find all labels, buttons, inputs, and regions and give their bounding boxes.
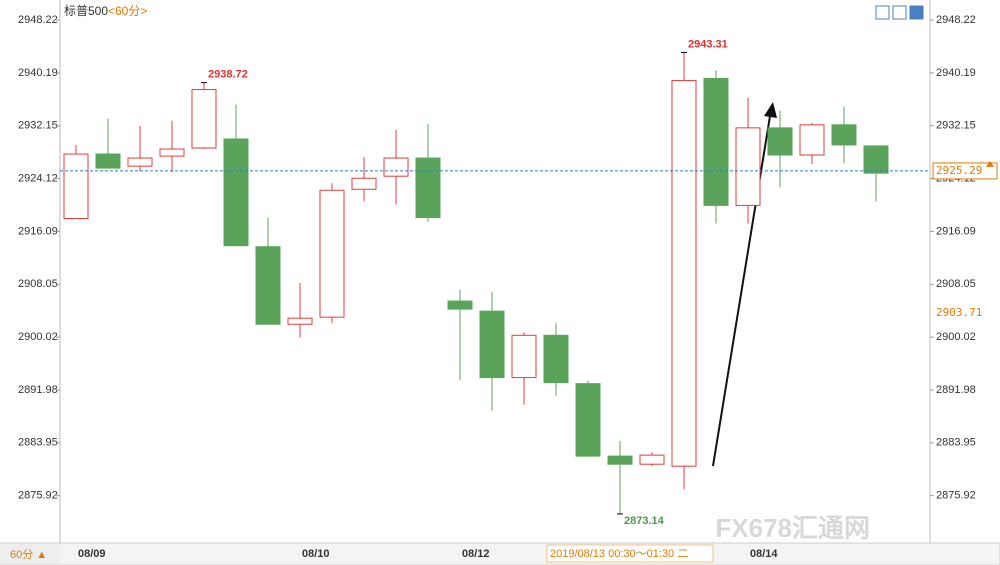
x-tick-label: 08/14	[750, 548, 778, 560]
y2-tick-label: 2916.09	[936, 225, 976, 237]
candle-body	[639, 454, 665, 465]
x-tick-label: 08/12	[462, 548, 490, 560]
bottom-bar	[0, 542, 1000, 565]
y2-tick-label: 2900.02	[936, 331, 976, 343]
y2-tick-label: 2883.95	[936, 437, 976, 449]
annotation-arrow-head	[764, 102, 777, 118]
candle-body	[255, 246, 281, 325]
candle-body	[575, 383, 601, 457]
chart-period: <60分>	[108, 4, 147, 18]
y2-tick-label: 2875.92	[936, 490, 976, 502]
y-tick-label: 2875.92	[18, 490, 58, 502]
y-tick-label: 2900.02	[18, 331, 58, 343]
candle-body	[511, 334, 537, 379]
y-tick-label: 2883.95	[18, 437, 58, 449]
period-button[interactable]: 60分 ▲	[10, 548, 47, 561]
candle-body	[159, 148, 185, 157]
chart-title: 标普500	[64, 4, 108, 18]
candle-body	[543, 334, 569, 384]
zoom-in-button[interactable]	[875, 5, 890, 20]
toolbar	[875, 5, 924, 20]
y2-tick-label: 2891.98	[936, 384, 976, 396]
y-tick-label: 2932.15	[18, 120, 58, 132]
candle-body	[319, 189, 345, 318]
candle-body	[479, 310, 505, 379]
candle-body	[383, 157, 409, 177]
y-tick-label: 2948.22	[18, 14, 58, 26]
period-button-bg[interactable]	[0, 544, 60, 564]
candle-body	[799, 124, 825, 156]
y2-tick-label: 2940.19	[936, 67, 976, 79]
last-price-box	[932, 162, 998, 180]
x-tick-label: 08/10	[302, 548, 330, 560]
candle-body	[95, 153, 121, 169]
y2-tick-label: 2948.22	[936, 14, 976, 26]
candle-body	[671, 80, 697, 467]
candle-body	[767, 127, 793, 156]
candle-body	[63, 153, 89, 219]
cursor-price-label: 2903.71	[936, 306, 982, 319]
candle-body	[863, 145, 889, 174]
candle-body	[351, 177, 377, 190]
high-label: 2938.72	[208, 69, 248, 81]
cursor-time-label: 2019/08/13 00:30～01:30 二	[550, 548, 688, 560]
fullscreen-button[interactable]	[909, 5, 924, 20]
cursor-time-box	[546, 544, 714, 563]
low-label: 2873.14	[624, 515, 665, 527]
x-tick-label: 08/09	[78, 548, 106, 560]
y2-tick-label: 2932.15	[936, 120, 976, 132]
candle-body	[703, 78, 729, 206]
candle-body	[607, 455, 633, 465]
candle-body	[415, 157, 441, 219]
zoom-out-button[interactable]	[892, 5, 907, 20]
last-price-label: 2925.29	[936, 164, 982, 177]
y-tick-label: 2891.98	[18, 384, 58, 396]
candle-body	[447, 300, 473, 310]
y2-tick-label: 2908.05	[936, 278, 976, 290]
last-price-pointer	[986, 160, 994, 167]
watermark: FX678汇通网	[715, 513, 870, 543]
y-tick-label: 2924.12	[18, 173, 58, 185]
y-tick-label: 2908.05	[18, 278, 58, 290]
high-label: 2943.31	[688, 38, 728, 50]
candle-body	[831, 124, 857, 146]
candle-body	[223, 138, 249, 247]
candle-body	[191, 89, 217, 149]
y-tick-label: 2916.09	[18, 225, 58, 237]
annotation-arrow	[712, 109, 772, 467]
candle-body	[287, 317, 313, 325]
candle-body	[735, 127, 761, 206]
y-tick-label: 2940.19	[18, 67, 58, 79]
candle-body	[127, 157, 153, 167]
